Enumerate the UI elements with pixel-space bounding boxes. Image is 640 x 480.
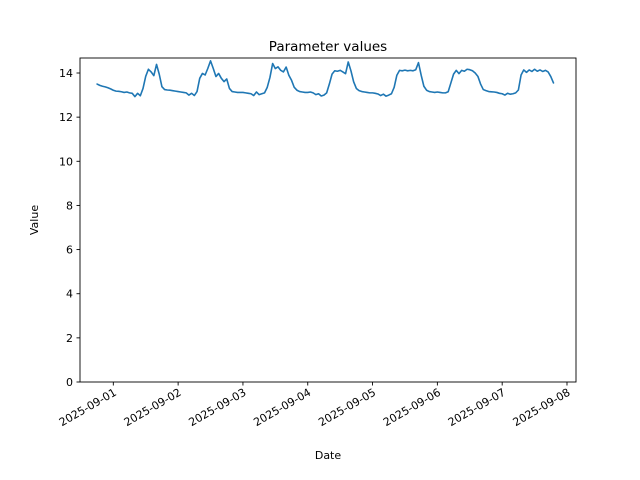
y-tick-label: 6 [66,244,73,257]
y-tick-label: 12 [59,111,73,124]
y-axis-label: Value [28,205,41,235]
y-axis-ticks [76,72,80,383]
y-tick-label: 10 [59,155,73,168]
plot-area [80,58,576,382]
y-tick-label: 14 [59,67,73,80]
series-lines [96,60,555,98]
y-tick-label: 2 [66,332,73,345]
series-line-parameter [96,60,555,98]
y-tick-label: 8 [66,199,73,212]
plot-border [79,57,577,383]
x-axis-label: Date [315,449,342,462]
y-tick-label: 0 [66,376,73,389]
chart-title: Parameter values [269,39,387,55]
y-axis-tick-labels: 0 2 4 6 8 10 12 14 [59,67,73,389]
y-tick-label: 4 [66,288,73,301]
x-axis-ticks [112,382,568,386]
